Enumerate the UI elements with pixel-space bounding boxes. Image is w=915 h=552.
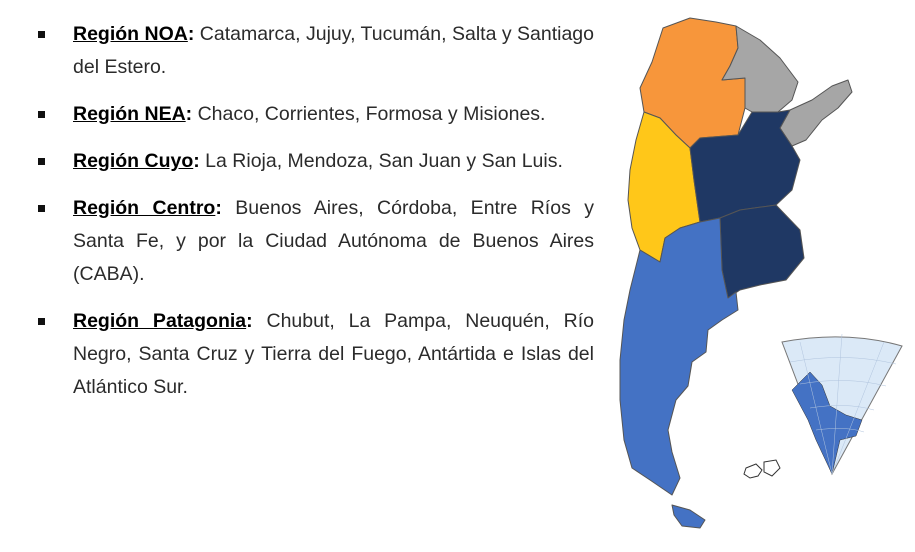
regions-list: Región NOA: Catamarca, Jujuy, Tucumán, S… xyxy=(38,18,594,418)
region-text: La Rioja, Mendoza, San Juan y San Luis. xyxy=(205,150,563,172)
region-text: Catamarca, Jujuy, Tucumán, Salta y Santi… xyxy=(73,23,594,78)
region-shape-centro-north xyxy=(689,109,801,223)
region-name: Región NEA xyxy=(73,103,186,125)
region-item-nea: Región NEA: Chaco, Corrientes, Formosa y… xyxy=(38,98,594,131)
region-text: Buenos Aires, Córdoba, Entre Ríos y Sant… xyxy=(73,197,594,285)
bullet-icon xyxy=(38,205,45,212)
argentina-regions-map xyxy=(619,17,903,529)
region-text: Chaco, Corrientes, Formosa y Misiones. xyxy=(197,103,546,125)
region-shape-noa xyxy=(639,17,746,149)
bullet-icon xyxy=(38,111,45,118)
region-name: Región Centro xyxy=(73,197,216,219)
bullet-icon xyxy=(38,158,45,165)
region-shape-patagonia xyxy=(619,217,739,496)
region-item-patagonia: Región Patagonia: Chubut, La Pampa, Neuq… xyxy=(38,305,594,404)
region-item-noa: Región NOA: Catamarca, Jujuy, Tucumán, S… xyxy=(38,18,594,84)
region-text: Chubut, La Pampa, Neuquén, Río Negro, Sa… xyxy=(73,310,594,398)
bullet-icon xyxy=(38,31,45,38)
region-shape-centro-buenos-aires xyxy=(719,204,805,299)
region-name: Región Patagonia xyxy=(73,310,247,332)
region-item-centro: Región Centro: Buenos Aires, Córdoba, En… xyxy=(38,192,594,291)
malvinas-islands xyxy=(743,459,781,479)
region-name: Región NOA xyxy=(73,23,188,45)
bullet-icon xyxy=(38,318,45,325)
antarctic-sector-inset xyxy=(781,333,903,476)
region-shape-tierra-del-fuego xyxy=(671,504,706,529)
region-name: Región Cuyo xyxy=(73,150,194,172)
region-item-cuyo: Región Cuyo: La Rioja, Mendoza, San Juan… xyxy=(38,145,594,178)
